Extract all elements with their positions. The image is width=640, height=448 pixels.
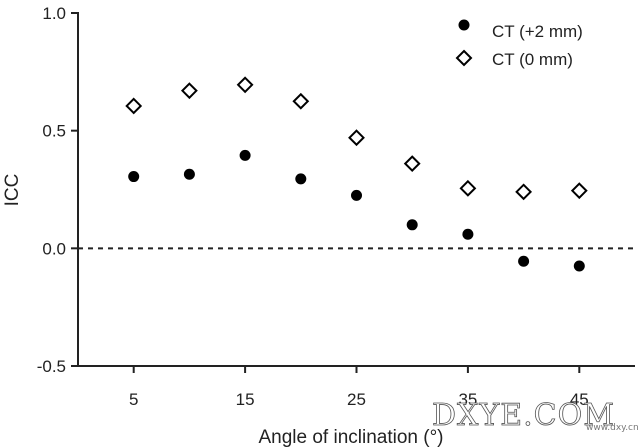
point-ct-0mm [180, 82, 198, 100]
y-tick-label: 0.5 [42, 122, 66, 141]
point-ct-0mm [348, 129, 365, 147]
point-ct-plus2mm [406, 219, 418, 231]
x-tick-label: 25 [347, 390, 366, 409]
legend-label-ct-plus2mm: CT (+2 mm) [492, 22, 583, 41]
y-tick-label: -0.5 [37, 357, 66, 376]
point-ct-0mm [515, 183, 533, 201]
point-ct-0mm [236, 76, 254, 94]
legend-label-ct-0mm: CT (0 mm) [492, 50, 573, 69]
x-tick-label: 15 [236, 390, 255, 409]
point-ct-plus2mm [351, 189, 362, 201]
point-ct-0mm [403, 155, 421, 173]
point-ct-0mm [125, 97, 143, 115]
point-ct-plus2mm [573, 260, 585, 272]
point-ct-plus2mm [518, 255, 530, 267]
x-tick-label: 5 [129, 390, 138, 409]
point-ct-plus2mm [462, 228, 474, 240]
legend: CT (+2 mm) CT (0 mm) [455, 19, 583, 69]
point-ct-0mm [292, 92, 310, 110]
point-ct-plus2mm [128, 171, 140, 183]
y-ticks: -0.5 0.0 0.5 1.0 [37, 4, 78, 376]
y-axis-title: ICC [2, 174, 23, 207]
point-ct-0mm [570, 182, 588, 200]
legend-marker-ct-0mm [455, 49, 473, 67]
point-ct-plus2mm [183, 168, 195, 180]
y-tick-label: 0.0 [42, 239, 66, 258]
data-points [125, 76, 588, 272]
watermark: DXYE.COM www.dxy.cn [432, 398, 639, 434]
x-tick-label: 35 [458, 390, 477, 409]
point-ct-plus2mm [239, 149, 251, 161]
point-ct-plus2mm [295, 173, 307, 185]
watermark-subtext: www.dxy.cn [586, 423, 639, 433]
x-axis-title: Angle of inclination (°) [258, 427, 443, 448]
watermark-text: DXYE.COM [432, 398, 615, 433]
x-ticks: 5 15 25 35 45 [129, 366, 589, 409]
x-tick-label: 45 [570, 390, 589, 409]
point-ct-0mm [459, 179, 477, 197]
y-tick-label: 1.0 [42, 4, 66, 23]
legend-marker-ct-plus2mm [458, 19, 470, 31]
